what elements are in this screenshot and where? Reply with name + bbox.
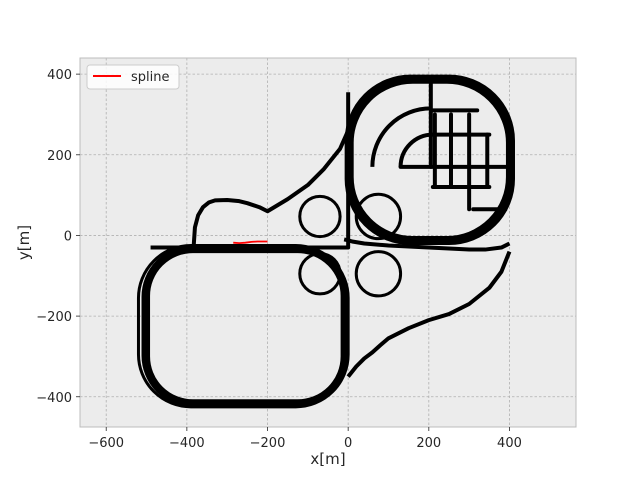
series-layer xyxy=(233,240,268,245)
y-tick-label: 0 xyxy=(64,229,72,244)
x-tick-label: 200 xyxy=(416,436,441,451)
y-tick-label: −200 xyxy=(36,310,72,325)
track-petal-bottom-left xyxy=(298,252,342,296)
track-inner-arc-2 xyxy=(370,106,431,167)
plot-frame xyxy=(79,57,577,428)
track-lane-3 xyxy=(343,237,511,252)
track-lane-2 xyxy=(150,92,351,250)
x-tick-label: −400 xyxy=(169,436,205,451)
x-tick-label: 0 xyxy=(344,436,352,451)
x-tick-label: −200 xyxy=(250,436,286,451)
y-tick-label: 400 xyxy=(47,68,72,83)
legend-box xyxy=(86,64,180,90)
x-tick-label: −600 xyxy=(88,436,124,451)
x-tick-label: 400 xyxy=(497,436,522,451)
track-petal-top-left xyxy=(298,194,342,239)
y-tick-label: −400 xyxy=(36,391,72,406)
plot-background xyxy=(80,58,576,427)
legend: spline xyxy=(86,64,180,90)
x-axis-label: x[m] xyxy=(310,450,345,468)
track-lane-1 xyxy=(346,250,512,378)
x-axis-ticks: −600 −400 −200 0 200 400 xyxy=(88,427,522,451)
track-petal-bottom-right xyxy=(354,250,403,298)
track-lane-0 xyxy=(191,117,355,246)
legend-label-spline: spline xyxy=(131,70,170,85)
y-axis-ticks: −400 −200 0 200 400 xyxy=(36,68,80,406)
series-line-spline xyxy=(233,240,268,245)
track-inner-arc-1 xyxy=(398,132,433,167)
y-tick-label: 200 xyxy=(47,149,72,164)
y-axis-label: y[m] xyxy=(15,225,33,260)
track-layer xyxy=(136,74,515,409)
track-petal-top-right xyxy=(354,192,403,241)
